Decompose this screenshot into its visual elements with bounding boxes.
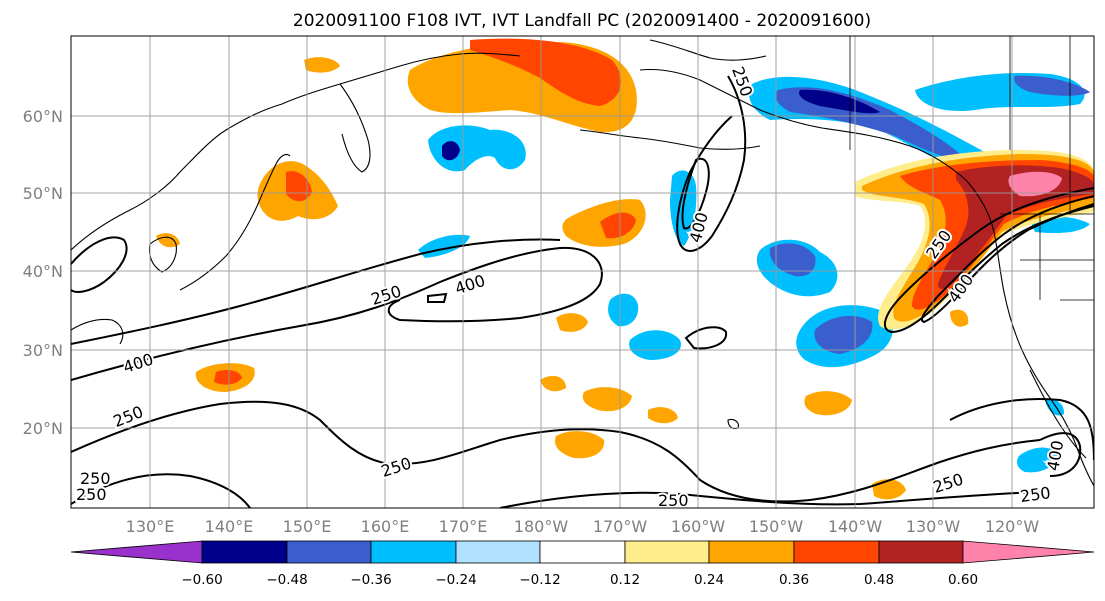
- warm-region-east-south: [804, 391, 852, 416]
- lon-label: 170°E: [439, 517, 488, 536]
- blue-region-hawaii: [629, 330, 681, 360]
- blue-region-kamchatka-core: [442, 141, 460, 161]
- contour-400-north-pacific: [71, 246, 603, 381]
- contour-250-southwest: [71, 473, 251, 508]
- contour-label: 250: [658, 491, 689, 510]
- colorbar-tick-label: 0.60: [948, 572, 978, 588]
- lon-label: 160°E: [361, 517, 410, 536]
- contour-hawaii-loop: [684, 326, 728, 350]
- colorbar: [70, 540, 1095, 564]
- map-frame: [70, 35, 1095, 509]
- contour-250-south-pacific: [71, 400, 1041, 503]
- lon-label: 140°W: [828, 517, 883, 536]
- colorbar-tick-label: 0.24: [694, 572, 724, 588]
- blue-region-central-core: [769, 243, 816, 277]
- colorbar-segment: [201, 540, 288, 564]
- contour-label: 250: [76, 485, 107, 504]
- map-title: 2020091100 F108 IVT, IVT Landfall PC (20…: [293, 11, 871, 31]
- colorbar-segment: [624, 540, 710, 564]
- contour-250-east-loop: [949, 397, 1094, 461]
- colorbar-tick-label: −0.36: [350, 572, 391, 588]
- coastline-japan: [179, 153, 291, 291]
- lon-label: 150°E: [283, 517, 332, 536]
- lat-label: 30°N: [23, 341, 63, 360]
- lat-label: 40°N: [23, 262, 63, 281]
- lon-label: 120°W: [985, 517, 1040, 536]
- lon-label: 130°E: [126, 517, 175, 536]
- contour-250-west-coast: [883, 187, 1094, 334]
- contour-250-equatorial: [499, 491, 1041, 508]
- border-provinces: [1009, 36, 1071, 214]
- contour-400-east: [1039, 432, 1082, 477]
- colorbar-tick-label: −0.24: [435, 572, 476, 588]
- colorbar-segment: [539, 540, 626, 564]
- warm-region-south-central: [554, 431, 605, 459]
- lon-label: 140°E: [205, 517, 254, 536]
- warm-region-west-coast-pink: [1008, 171, 1062, 197]
- gridlines: [71, 36, 1094, 508]
- coastline-alaska-north: [649, 39, 767, 61]
- blue-region-alaska-peak: [799, 89, 880, 114]
- contour-mid-loop: [427, 292, 448, 303]
- lat-label: 20°N: [23, 419, 63, 438]
- colorbar-tick-label: −0.12: [519, 572, 560, 588]
- colorbar-tick-label: −0.60: [181, 572, 222, 588]
- contour-400-alaska: [681, 157, 710, 230]
- contour-400-west-coast: [920, 195, 1094, 324]
- coastline-korea: [148, 236, 177, 273]
- lon-label: 170°W: [593, 517, 648, 536]
- blue-region-southeast-core: [814, 315, 873, 354]
- warm-region-west-pacific-core: [214, 370, 242, 385]
- warm-region-siberia-core: [470, 38, 622, 106]
- political-boundaries: [849, 36, 1094, 301]
- coastline-kamchatka: [339, 83, 371, 173]
- colorbar-tick-label: 0.36: [779, 572, 809, 588]
- contour-label: 250: [80, 469, 111, 488]
- lat-label: 50°N: [23, 184, 63, 203]
- warm-region-japan-core: [286, 171, 312, 202]
- warm-region-mid-small: [648, 407, 678, 424]
- longitude-labels: 130°E 140°E 150°E 160°E 170°E 180°W 170°…: [126, 517, 1040, 536]
- blue-region-east: [1017, 447, 1058, 473]
- latitude-labels: 60°N 50°N 40°N 30°N 20°N: [23, 107, 63, 438]
- colorbar-tick-label: 0.48: [864, 572, 894, 588]
- contour-250-north-pacific: [71, 238, 561, 345]
- colorbar-segment: [962, 540, 1095, 564]
- colorbar-segment: [455, 540, 541, 564]
- warm-region-kuril: [304, 57, 340, 73]
- lon-label: 160°W: [671, 517, 726, 536]
- lat-label: 60°N: [23, 107, 63, 126]
- border-states: [1020, 214, 1094, 301]
- map-panel: 250 400 250 400 250 400 250 250 400 250 …: [70, 35, 1095, 510]
- blue-region-canada-core: [1014, 75, 1090, 96]
- lon-label: 130°W: [906, 517, 961, 536]
- positive-ivt-regions: [156, 38, 1094, 500]
- contour-china-loop: [71, 236, 128, 293]
- colorbar-segment: [70, 540, 203, 564]
- coastline-asia: [71, 52, 521, 251]
- blue-region-kamchatka: [428, 125, 526, 172]
- coastline-aleutians: [579, 129, 761, 150]
- colorbar-segment: [286, 540, 372, 564]
- warm-region-west-coast-extension: [950, 309, 969, 327]
- colorbar-tick-label: −0.48: [266, 572, 307, 588]
- colorbar-segment: [708, 540, 795, 564]
- coastline-china-south: [71, 318, 124, 345]
- warm-region-mid-north-core: [600, 212, 636, 239]
- blue-region-mid: [608, 293, 639, 327]
- lon-label: 150°W: [749, 517, 804, 536]
- colorbar-segment: [878, 540, 964, 564]
- colorbar-ticks: −0.60 −0.48 −0.36 −0.24 −0.12 0.12 0.24 …: [181, 572, 978, 588]
- colorbar-segment: [793, 540, 880, 564]
- warm-region-china: [156, 233, 180, 248]
- colorbar-tick-label: 0.12: [610, 572, 640, 588]
- coastline-alaska: [639, 68, 967, 181]
- lon-label: 180°W: [514, 517, 569, 536]
- colorbar-segment: [370, 540, 457, 564]
- warm-region-aleutian: [540, 375, 566, 392]
- ivt-contours: [71, 75, 1094, 508]
- warm-region-hawaii-north: [556, 313, 588, 332]
